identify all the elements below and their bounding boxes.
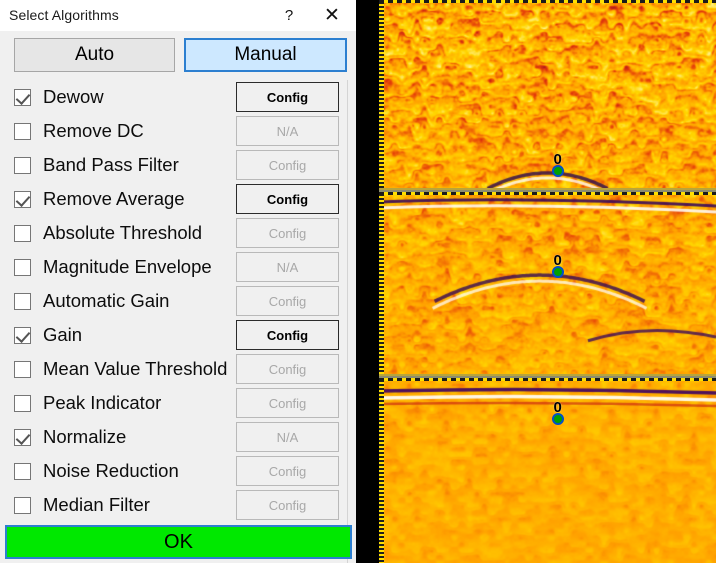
config-button: Config (236, 456, 339, 486)
algorithm-checkbox[interactable] (14, 428, 31, 446)
algorithm-row: Median Filter Config (0, 488, 347, 522)
radargram-panel-separator (379, 190, 716, 192)
radargram-panel-separator (379, 376, 716, 378)
algorithm-row: Normalize N/A (0, 420, 347, 454)
algorithm-list: Dewow Config Remove DC N/A Band Pass Filter C… (0, 80, 356, 563)
radargram-top[interactable]: 0 (379, 0, 716, 192)
ok-button-label: OK (164, 530, 193, 553)
algorithm-checkbox[interactable] (14, 360, 31, 378)
radargram-bottom[interactable]: 0 (379, 378, 716, 563)
config-button: Config (236, 150, 339, 180)
algorithm-checkbox[interactable] (14, 326, 31, 344)
algorithm-checkbox[interactable] (14, 190, 31, 208)
config-button: Config (236, 388, 339, 418)
radargram-top-edge (379, 0, 716, 3)
config-button-na: N/A (236, 422, 339, 452)
algorithm-checkbox[interactable] (14, 292, 31, 310)
radargram-viewer: 0 0 0 (379, 0, 716, 563)
config-button: Config (236, 354, 339, 384)
config-button: Config (236, 218, 339, 248)
mode-button-manual[interactable]: Manual (184, 38, 347, 72)
dialog-titlebar: Select Algorithms ? ✕ (0, 0, 356, 31)
radargram-marker-label: 0 (553, 398, 562, 416)
algorithm-label: Magnitude Envelope (43, 256, 212, 277)
algorithm-label: Remove DC (43, 120, 144, 141)
radargram-depth-ruler (379, 378, 384, 563)
algorithm-row: Mean Value Threshold Config (0, 352, 347, 386)
select-algorithms-dialog: Select Algorithms ? ✕ Auto Manual Dewow C… (0, 0, 357, 563)
radargram-canvas (379, 0, 716, 192)
algorithm-checkbox[interactable] (14, 156, 31, 174)
radargram-canvas (379, 192, 716, 378)
algorithm-checkbox[interactable] (14, 122, 31, 140)
config-button: Config (236, 286, 339, 316)
algorithm-label: Noise Reduction (43, 460, 179, 481)
radargram-marker-label: 0 (553, 252, 562, 270)
algorithm-label: Gain (43, 324, 83, 345)
radargram-depth-ruler (379, 192, 384, 378)
algorithm-label: Absolute Threshold (43, 222, 203, 243)
algorithm-checkbox[interactable] (14, 88, 31, 106)
radargram-bottom-edge (379, 188, 716, 190)
config-button: Config (236, 490, 339, 520)
ok-button[interactable]: OK (5, 525, 352, 559)
radargram-canvas (379, 378, 716, 563)
radargram-marker[interactable]: 0 (547, 400, 569, 434)
dialog-title: Select Algorithms (9, 7, 119, 23)
radargram-marker-label: 0 (553, 150, 562, 168)
radargram-marker-dot[interactable] (551, 412, 564, 425)
algorithm-label: Automatic Gain (43, 290, 170, 311)
algorithm-checkbox[interactable] (14, 394, 31, 412)
algorithm-row: Absolute Threshold Config (0, 216, 347, 250)
mode-button-auto[interactable]: Auto (14, 38, 175, 72)
radargram-marker[interactable]: 0 (547, 152, 569, 186)
radargram-top-edge (379, 378, 716, 381)
algorithm-label: Dewow (43, 86, 104, 107)
algorithm-checkbox[interactable] (14, 258, 31, 276)
algorithm-label: Remove Average (43, 188, 185, 209)
algorithm-label: Normalize (43, 426, 127, 447)
mode-button-group: Auto Manual (0, 31, 356, 78)
algorithm-row: Remove Average Config (0, 182, 347, 216)
algorithm-label: Mean Value Threshold (43, 358, 228, 379)
radargram-marker-dot[interactable] (551, 266, 564, 279)
help-question-icon[interactable]: ? (284, 6, 294, 24)
algorithm-row: Remove DC N/A (0, 114, 347, 148)
config-button[interactable]: Config (236, 82, 339, 112)
radargram-marker[interactable]: 0 (547, 253, 569, 287)
config-button-na: N/A (236, 116, 339, 146)
algorithm-row: Magnitude Envelope N/A (0, 250, 347, 284)
algorithm-label: Peak Indicator (43, 392, 162, 413)
algorithm-row: Noise Reduction Config (0, 454, 347, 488)
algorithm-row: Band Pass Filter Config (0, 148, 347, 182)
radargram-marker-dot[interactable] (551, 164, 564, 177)
close-x-icon[interactable]: ✕ (324, 4, 340, 26)
algorithm-label: Band Pass Filter (43, 154, 179, 175)
config-button[interactable]: Config (236, 184, 339, 214)
config-button-na: N/A (236, 252, 339, 282)
algorithm-row: Dewow Config (0, 80, 347, 114)
algorithm-list-scrollbar[interactable] (347, 80, 356, 563)
algorithm-row: Automatic Gain Config (0, 284, 347, 318)
radargram-bottom-edge (379, 374, 716, 376)
algorithm-checkbox[interactable] (14, 224, 31, 242)
config-button[interactable]: Config (236, 320, 339, 350)
radargram-middle[interactable]: 0 (379, 192, 716, 378)
algorithm-label: Median Filter (43, 494, 150, 515)
algorithm-checkbox[interactable] (14, 496, 31, 514)
algorithm-checkbox[interactable] (14, 462, 31, 480)
radargram-top-edge (379, 192, 716, 195)
algorithm-row: Peak Indicator Config (0, 386, 347, 420)
algorithm-row: Gain Config (0, 318, 347, 352)
radargram-depth-ruler (379, 0, 384, 192)
